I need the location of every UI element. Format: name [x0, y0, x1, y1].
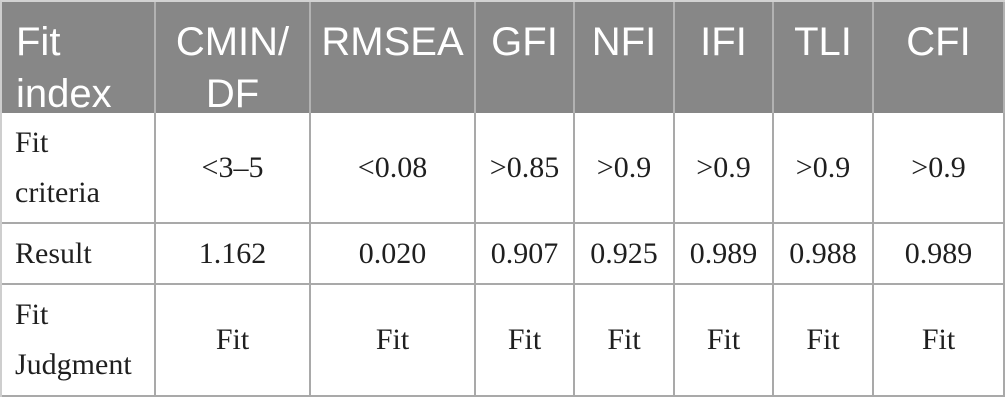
column-header-gfi: GFI: [476, 2, 575, 113]
column-header-rmsea: RMSEA: [311, 2, 476, 113]
column-header-nfi: NFI: [575, 2, 675, 113]
column-header-fit-index: Fit index: [2, 2, 156, 113]
column-header-cfi: CFI: [874, 2, 1005, 113]
row-label-line: Fit: [15, 298, 49, 331]
cell-criteria-ifi: >0.9: [675, 113, 774, 224]
header-line: GFI: [491, 20, 558, 64]
header-line: RMSEA: [321, 20, 464, 64]
cell-judgment-tli: Fit: [774, 285, 874, 397]
header-line: CFI: [906, 20, 971, 64]
cell-result-tli: 0.988: [774, 224, 874, 285]
row-label-fit-judgment: Fit Judgment: [2, 285, 156, 397]
header-line: DF: [205, 72, 260, 113]
header-line: CMIN/: [175, 20, 290, 64]
cell-result-gfi: 0.907: [476, 224, 575, 285]
header-line: index: [16, 72, 112, 113]
column-header-ifi: IFI: [675, 2, 774, 113]
cell-result-rmsea: 0.020: [311, 224, 476, 285]
row-label-fit-criteria: Fit criteria: [2, 113, 156, 224]
header-line: Fit: [16, 20, 61, 64]
cell-judgment-cmin-df: Fit: [156, 285, 311, 397]
cell-criteria-cfi: >0.9: [874, 113, 1005, 224]
row-label-line: Judgment: [15, 348, 132, 381]
header-line: TLI: [794, 20, 852, 64]
row-label-line: Fit: [15, 125, 49, 159]
cell-criteria-tli: >0.9: [774, 113, 874, 224]
cell-judgment-cfi: Fit: [874, 285, 1005, 397]
cell-result-ifi: 0.989: [675, 224, 774, 285]
cell-judgment-nfi: Fit: [575, 285, 675, 397]
header-line: NFI: [591, 20, 657, 64]
column-header-cmin-df: CMIN/ DF: [156, 2, 311, 113]
row-label-line: Result: [15, 236, 92, 270]
cell-result-cfi: 0.989: [874, 224, 1005, 285]
cell-judgment-gfi: Fit: [476, 285, 575, 397]
cell-criteria-gfi: >0.85: [476, 113, 575, 224]
row-label-result: Result: [2, 224, 156, 285]
cell-criteria-cmin-df: <3–5: [156, 113, 311, 224]
cell-result-cmin-df: 1.162: [156, 224, 311, 285]
cell-criteria-rmsea: <0.08: [311, 113, 476, 224]
cell-judgment-ifi: Fit: [675, 285, 774, 397]
cell-judgment-rmsea: Fit: [311, 285, 476, 397]
row-label-line: criteria: [15, 175, 100, 209]
column-header-tli: TLI: [774, 2, 874, 113]
cell-result-nfi: 0.925: [575, 224, 675, 285]
fit-indices-table: Fit index CMIN/ DF RMSEA GFI NFI IFI TLI…: [0, 0, 1005, 397]
cell-criteria-nfi: >0.9: [575, 113, 675, 224]
header-line: IFI: [700, 20, 747, 64]
